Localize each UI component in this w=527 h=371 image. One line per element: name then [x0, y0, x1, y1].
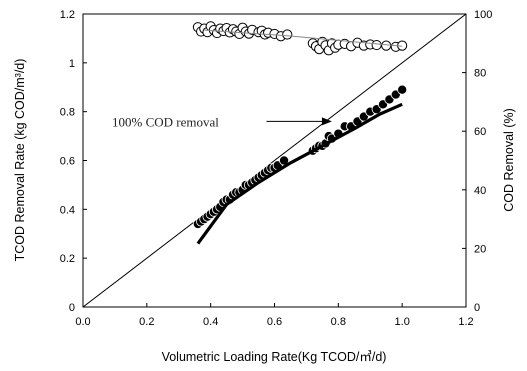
y-left-tick-label: 1: [69, 58, 75, 70]
y-right-axis-label: COD Removal (%): [502, 108, 516, 212]
annotation-label: 100% COD removal: [112, 114, 219, 129]
y-left-axis-label: TCOD Removal Rate (kg COD/m³/d): [13, 59, 27, 262]
x-tick-label: 1.0: [395, 316, 410, 328]
x-tick-label: 0.4: [203, 316, 218, 328]
y-right-tick-label: 100: [474, 9, 492, 21]
x-axis-label: Volumetric Loading Rate(Kg TCOD/㎥/d): [162, 350, 387, 364]
x-tick-label: 0.8: [331, 316, 346, 328]
removal-percent-point: [371, 39, 382, 51]
removal-rate-point: [397, 84, 408, 95]
y-right-tick-label: 0: [474, 302, 480, 314]
y-left-tick-label: 0.6: [60, 156, 75, 168]
fit-line: [196, 102, 403, 245]
y-left-tick-label: 0.2: [60, 253, 75, 265]
y-left-tick-label: 0.8: [60, 107, 75, 119]
removal-percent-point: [282, 29, 293, 40]
y-right-tick-label: 60: [474, 126, 486, 138]
y-right-tick-label: 20: [474, 243, 486, 255]
annotation-arrow-head: [321, 117, 332, 126]
x-tick-label: 0.6: [267, 316, 282, 328]
y-left-tick-label: 1.2: [60, 9, 75, 21]
y-left-tick-label: 0: [69, 302, 75, 314]
x-tick-label: 0.2: [139, 316, 154, 328]
y-right-tick-label: 40: [474, 185, 486, 197]
y-right-tick-label: 80: [474, 68, 486, 80]
y-left-tick-label: 0.4: [60, 204, 75, 216]
reference-line: [83, 14, 466, 307]
x-tick-label: 0.0: [75, 316, 90, 328]
removal-percent-point: [381, 40, 392, 51]
x-tick-label: 1.2: [458, 316, 473, 328]
trend-line: [204, 29, 403, 47]
